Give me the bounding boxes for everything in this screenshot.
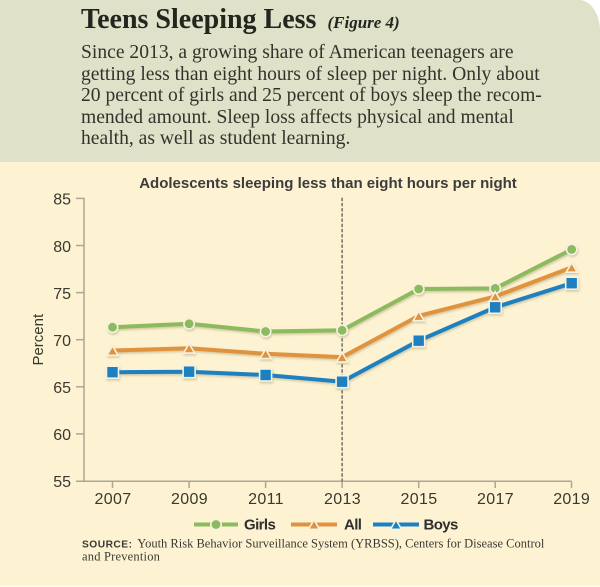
svg-text:2017: 2017: [477, 491, 514, 508]
svg-text:2015: 2015: [401, 491, 438, 508]
svg-text:2013: 2013: [324, 491, 361, 508]
svg-text:and Prevention: and Prevention: [82, 549, 161, 563]
svg-text:Boys: Boys: [424, 516, 459, 533]
svg-text:SOURCE:: SOURCE:: [82, 539, 132, 550]
svg-text:80: 80: [53, 239, 71, 256]
svg-text:75: 75: [53, 286, 71, 303]
svg-text:60: 60: [53, 427, 71, 444]
svg-text:2007: 2007: [95, 491, 132, 508]
svg-text:2011: 2011: [248, 491, 284, 508]
svg-text:2009: 2009: [171, 491, 208, 508]
svg-text:All: All: [344, 516, 362, 533]
svg-text:2019: 2019: [553, 491, 590, 508]
svg-text:Percent: Percent: [30, 313, 47, 366]
svg-text:Girls: Girls: [244, 516, 275, 533]
svg-text:70: 70: [53, 333, 71, 350]
svg-text:Adolescents sleeping less than: Adolescents sleeping less than eight hou…: [139, 175, 517, 192]
svg-text:65: 65: [53, 380, 71, 397]
svg-text:Youth Risk Behavior Surveillan: Youth Risk Behavior Surveillance System …: [137, 536, 545, 550]
svg-text:85: 85: [53, 192, 71, 209]
svg-text:55: 55: [53, 474, 71, 491]
